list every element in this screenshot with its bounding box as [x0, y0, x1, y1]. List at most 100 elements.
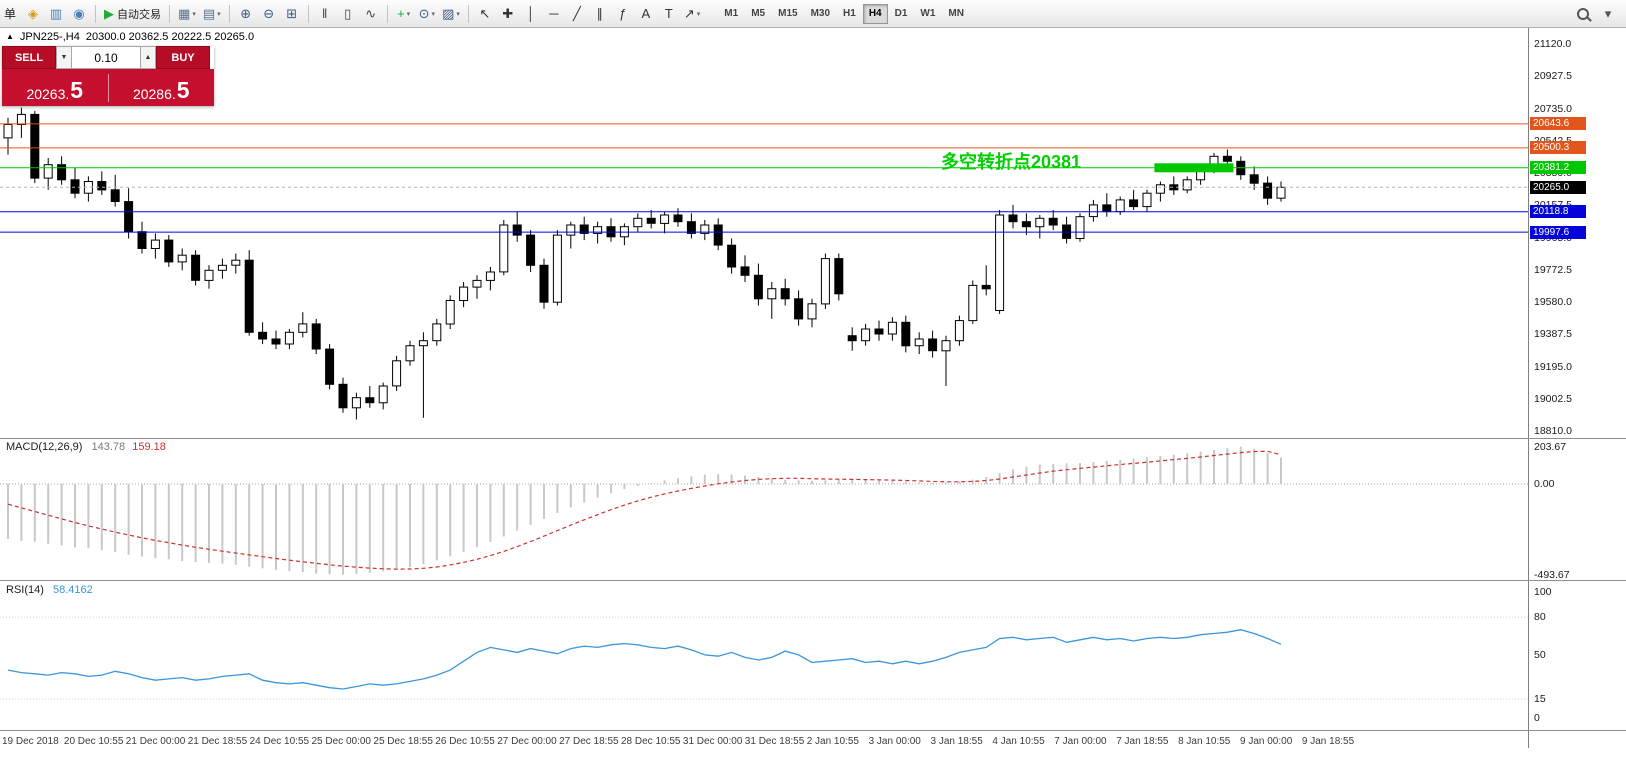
timeframe-h1[interactable]: H1	[837, 4, 862, 24]
trendline-icon-glyph: ╱	[572, 6, 581, 21]
price-pane[interactable]	[0, 28, 1528, 438]
text-icon[interactable]: A	[635, 3, 657, 25]
candle-body	[485, 271, 495, 281]
bar-chart-icon[interactable]: ‖	[314, 3, 336, 25]
timeframe-w1[interactable]: W1	[914, 4, 941, 24]
price-chart-svg[interactable]	[0, 28, 1528, 438]
candle-body	[753, 274, 763, 300]
time-axis-label: 28 Dec 10:55	[621, 736, 681, 747]
time-axis-label: 27 Dec 00:00	[497, 736, 557, 747]
horizontal-line-icon[interactable]: ─	[543, 3, 565, 25]
pane-splitter[interactable]	[0, 580, 1626, 581]
candle-body	[271, 338, 281, 345]
sell-price-main: 20263.	[26, 86, 70, 102]
candle-body	[365, 397, 375, 404]
timeframe-d1[interactable]: D1	[889, 4, 914, 24]
candle-body	[57, 164, 67, 181]
macd-value: 143.78	[91, 441, 126, 453]
rsi-chart-svg[interactable]	[0, 580, 1528, 730]
toolbar-group: ↖ ✚ │ ─ ╱ ∥ ƒ A T ↗ ▾	[474, 3, 703, 25]
candle-body	[432, 323, 442, 342]
candle-body	[1222, 155, 1232, 162]
candle-body	[579, 224, 589, 234]
magnifier-glyph	[1577, 7, 1589, 20]
search-icon[interactable]	[1572, 3, 1594, 25]
new-chart-icon[interactable]: ▦ ▾	[175, 3, 199, 25]
candle-body	[1276, 186, 1286, 199]
timeframe-mn[interactable]: MN	[942, 4, 970, 24]
macd-indicator-label: MACD(12,26,9) 143.78 159.18	[6, 441, 166, 453]
highlight-bar[interactable]	[1154, 163, 1234, 173]
time-axis[interactable]: 19 Dec 2018 20 Dec 10:55 21 Dec 00:00 21 De…	[0, 731, 1528, 772]
volume-increase-button[interactable]: ▲	[140, 46, 156, 69]
time-axis-label: 31 Dec 18:55	[744, 736, 805, 747]
pane-splitter[interactable]	[0, 438, 1626, 439]
templates-icon[interactable]: ▨ ▾	[439, 3, 463, 25]
rsi-line	[7, 629, 1282, 690]
new-order-icon-glyph: ◈	[28, 6, 39, 21]
price-axis-label: 18810.0	[1534, 425, 1572, 438]
pivot-annotation[interactable]: 多空转折点20381	[941, 152, 1082, 172]
timeframe-m1[interactable]: M1	[718, 4, 744, 24]
candle-body	[740, 266, 750, 276]
label-icon-glyph: T	[664, 6, 673, 21]
timeframe-m5[interactable]: M5	[745, 4, 771, 24]
candle-body	[137, 231, 147, 249]
trendline-icon[interactable]: ╱	[566, 3, 588, 25]
timeframe-m15[interactable]: M15	[772, 4, 803, 24]
candle-body	[231, 259, 241, 266]
line-chart-icon[interactable]: ∿	[360, 3, 382, 25]
chart-window-icon[interactable]: ▥	[45, 3, 67, 25]
vertical-line-icon[interactable]: │	[520, 3, 542, 25]
candle-body	[914, 338, 924, 347]
periods-icon[interactable]: ⊙ ▾	[416, 3, 438, 25]
candle-body	[1008, 214, 1018, 223]
profiles-icon[interactable]: ▤ ▾	[200, 3, 224, 25]
timeframe-h4[interactable]: H4	[862, 3, 888, 24]
caret-icon: ▾	[406, 10, 411, 18]
candle-body	[1048, 217, 1058, 226]
candle-body	[110, 189, 120, 203]
channel-icon[interactable]: ∥	[589, 3, 611, 25]
price-axis[interactable]: 21120.020927.520735.020542.520350.020157…	[1528, 28, 1626, 748]
candle-body	[1021, 221, 1031, 228]
volume-decrease-button[interactable]: ▼	[56, 46, 72, 69]
macd-axis-label: 203.67	[1534, 440, 1567, 453]
candle-body	[459, 286, 469, 302]
autotrade-glyph: ▶	[104, 6, 115, 21]
candle-body	[1142, 192, 1152, 208]
buy-price[interactable]: 20286. 5	[109, 69, 215, 106]
macd-pane[interactable]	[0, 438, 1528, 580]
zoom-out-icon[interactable]: ⊖	[258, 3, 280, 25]
toolbar-group: ◈ ▥ ◉	[22, 3, 90, 25]
crosshair-icon[interactable]: ✚	[497, 3, 519, 25]
candlestick-chart-icon[interactable]: ▯	[337, 3, 359, 25]
timeframe-m30[interactable]: M30	[805, 4, 836, 24]
candle-body	[633, 217, 643, 228]
label-icon[interactable]: T	[658, 3, 680, 25]
candle-body	[847, 335, 857, 342]
tile-windows-icon[interactable]: ⊞	[281, 3, 303, 25]
sell-price[interactable]: 20263. 5	[2, 69, 108, 106]
sell-button[interactable]: SELL	[2, 46, 56, 69]
arrows-icon[interactable]: ↗ ▾	[681, 3, 703, 25]
caret-icon: ▾	[696, 10, 701, 18]
fibonacci-icon[interactable]: ƒ	[612, 3, 634, 25]
cursor-icon[interactable]: ↖	[474, 3, 496, 25]
buy-button[interactable]: BUY	[156, 46, 210, 69]
indicators-icon[interactable]: + ▾	[393, 3, 415, 25]
volume-input[interactable]	[72, 46, 140, 69]
rsi-pane[interactable]	[0, 580, 1528, 730]
data-window-icon[interactable]: ◉	[68, 3, 90, 25]
toolbar-overflow-icon[interactable]: ▾	[1597, 3, 1619, 25]
rsi-value: 58.4162	[52, 584, 93, 596]
macd-chart-svg[interactable]	[0, 438, 1528, 580]
candle-body	[820, 258, 830, 305]
price-axis-label: 19580.0	[1534, 296, 1572, 309]
autotrade-button[interactable]: ▶ 自动交易	[101, 3, 164, 25]
new-order-icon[interactable]: ◈	[22, 3, 44, 25]
menu-label[interactable]: 单	[4, 7, 17, 21]
candle-body	[686, 221, 696, 234]
zoom-in-icon[interactable]: ⊕	[235, 3, 257, 25]
candle-body	[472, 279, 482, 288]
